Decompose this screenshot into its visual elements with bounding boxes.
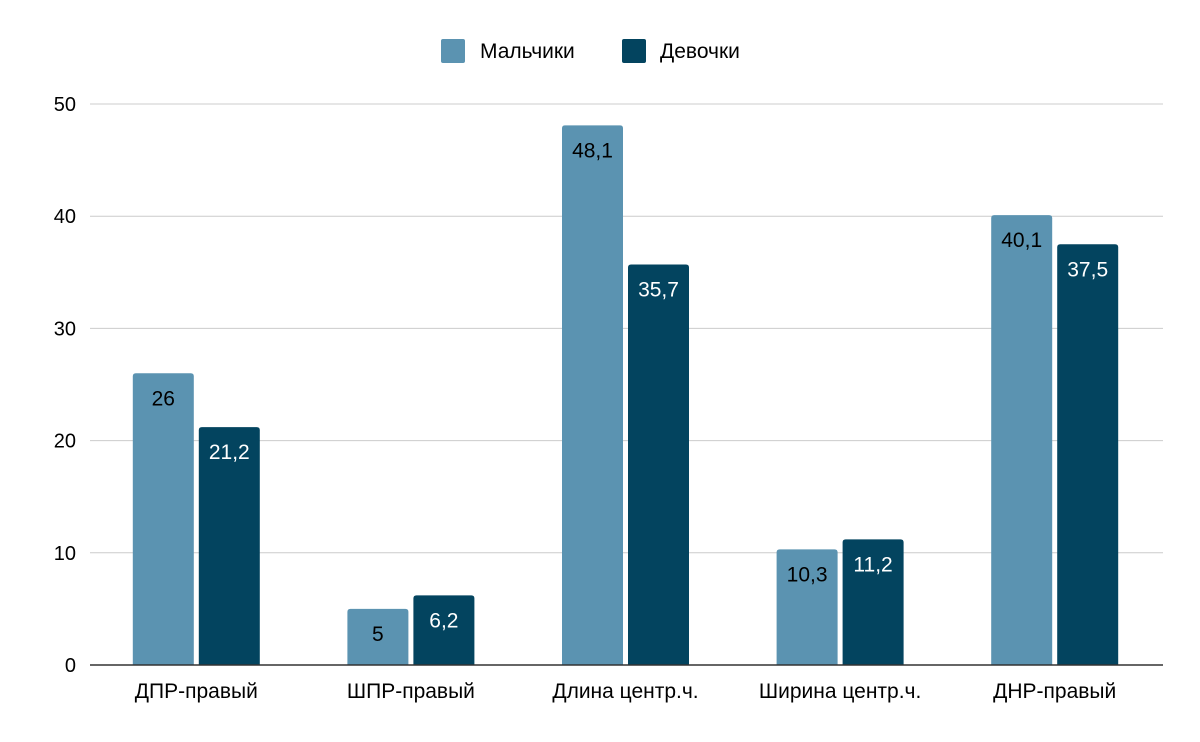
data-label: 6,2 — [429, 609, 458, 632]
bar-group: 10,3 11,2 — [776, 539, 904, 665]
category-label: Ширина центр.ч. — [759, 680, 921, 703]
bar-group: 26 21,2 — [132, 373, 260, 665]
y-axis-ticks: 0 10 20 30 40 50 — [54, 94, 76, 677]
y-tick-label: 20 — [54, 431, 76, 453]
data-label: 26 — [152, 387, 175, 410]
bar-girls — [1057, 244, 1119, 665]
bar-girls — [628, 264, 689, 665]
bar-girls — [842, 539, 904, 665]
bar-group: 56,2 — [347, 595, 475, 665]
data-label: 21,2 — [209, 441, 250, 464]
y-tick-label: 50 — [54, 94, 76, 116]
bar-boys — [562, 125, 623, 666]
legend-item: Мальчики — [441, 39, 575, 63]
legend-label: Мальчики — [480, 40, 575, 63]
category-label: Длина центр.ч. — [552, 680, 698, 703]
bar-boys — [991, 215, 1053, 665]
bar-group: 48,1 35,7 — [562, 125, 689, 666]
data-label: 11,2 — [853, 553, 892, 576]
data-label: 35,7 — [638, 278, 679, 301]
category-label: ШПР-правый — [347, 680, 475, 703]
data-label: 37,5 — [1067, 258, 1108, 281]
category-label: ДНР-правый — [993, 680, 1116, 703]
bar-group: 40,1 37,5 — [991, 215, 1119, 665]
legend: Мальчики Девочки — [441, 39, 740, 63]
bar-boys — [776, 549, 838, 665]
y-tick-label: 30 — [54, 318, 76, 340]
bar-boys — [347, 608, 409, 665]
bar-girls — [198, 427, 260, 665]
y-tick-label: 0 — [65, 655, 76, 677]
y-tick-label: 40 — [54, 206, 76, 228]
gridlines — [90, 103, 1163, 554]
y-tick-label: 10 — [54, 543, 76, 565]
data-label: 40,1 — [1001, 229, 1042, 252]
x-axis-labels: ДПР-правый ШПР-правый Длина центр.ч. Ширина… — [135, 680, 1116, 703]
data-label: 5 — [372, 623, 384, 646]
category-label: ДПР-правый — [135, 680, 258, 703]
legend-item: Девочки — [622, 39, 740, 63]
legend-swatch — [622, 39, 646, 63]
data-label: 48,1 — [572, 139, 613, 162]
bar-girls — [413, 595, 475, 665]
data-label: 10,3 — [787, 563, 828, 586]
bar-boys — [132, 373, 194, 665]
legend-label: Девочки — [660, 40, 740, 63]
legend-swatch — [441, 39, 465, 63]
